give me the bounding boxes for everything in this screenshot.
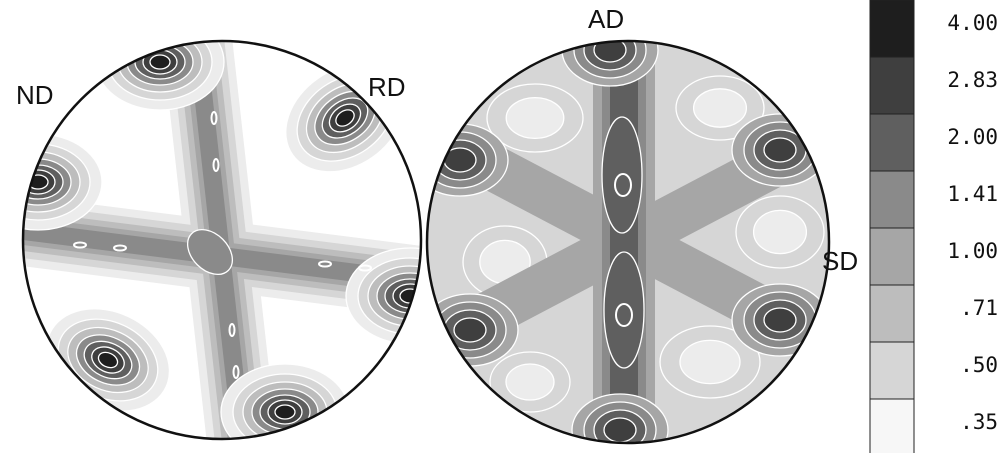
left-pole-figure-boundary bbox=[21, 39, 423, 441]
legend-level-label: 1.00 bbox=[947, 239, 998, 263]
band-marker bbox=[318, 260, 332, 268]
right-pole-figure-boundary bbox=[425, 39, 831, 445]
low-intensity-zone bbox=[752, 209, 808, 255]
low-intensity-zone bbox=[692, 88, 748, 128]
rd-axis-label: RD bbox=[368, 72, 406, 102]
legend-swatch bbox=[869, 398, 915, 453]
intensity-legend: 4.00 2.83 2.00 1.41 1.00 .71 .50 .35 bbox=[869, 0, 998, 453]
legend-level-label: 2.83 bbox=[947, 68, 998, 92]
band-marker bbox=[228, 323, 236, 337]
central-peak-contour bbox=[614, 173, 632, 197]
texture-peak bbox=[763, 137, 797, 163]
legend-swatch bbox=[869, 227, 915, 286]
legend-swatch bbox=[869, 113, 915, 172]
ad-axis-label: AD bbox=[588, 4, 624, 34]
left-pole-figure bbox=[21, 39, 423, 441]
texture-peak bbox=[274, 404, 296, 420]
low-intensity-zone bbox=[505, 363, 555, 401]
legend-level-label: 2.00 bbox=[947, 125, 998, 149]
left-contour-map bbox=[23, 41, 421, 439]
band-marker bbox=[73, 241, 87, 249]
legend-level-label: .71 bbox=[960, 296, 998, 320]
legend-swatch bbox=[869, 0, 915, 58]
legend-swatch bbox=[869, 170, 915, 229]
central-peak-contour bbox=[615, 303, 633, 327]
texture-peak bbox=[763, 307, 797, 333]
sd-axis-label: SD bbox=[822, 246, 858, 276]
nd-axis-label: ND bbox=[16, 80, 54, 110]
legend-level-label: 1.41 bbox=[947, 182, 998, 206]
legend-level-label: .35 bbox=[960, 410, 998, 434]
texture-peak bbox=[97, 351, 119, 369]
low-intensity-zone bbox=[505, 96, 565, 140]
central-peak-lower bbox=[603, 251, 645, 369]
texture-peak bbox=[149, 54, 171, 70]
band-marker bbox=[210, 111, 218, 125]
texture-peak bbox=[603, 417, 637, 443]
texture-peak bbox=[453, 317, 487, 343]
legend-swatch bbox=[869, 284, 915, 343]
texture-peak bbox=[399, 288, 421, 304]
right-pole-figure bbox=[425, 39, 831, 445]
texture-peak bbox=[335, 109, 355, 127]
legend-level-label: 4.00 bbox=[947, 11, 998, 35]
band-marker bbox=[232, 365, 240, 379]
band-marker bbox=[358, 264, 372, 272]
cross-center bbox=[186, 228, 234, 276]
texture-peak bbox=[593, 41, 627, 63]
low-intensity-zone bbox=[679, 339, 741, 385]
legend-level-label: .50 bbox=[960, 353, 998, 377]
right-contour-map bbox=[427, 41, 829, 443]
legend-swatch bbox=[869, 341, 915, 400]
band-marker bbox=[113, 244, 127, 252]
legend-swatch bbox=[869, 56, 915, 115]
band-marker bbox=[212, 158, 220, 172]
